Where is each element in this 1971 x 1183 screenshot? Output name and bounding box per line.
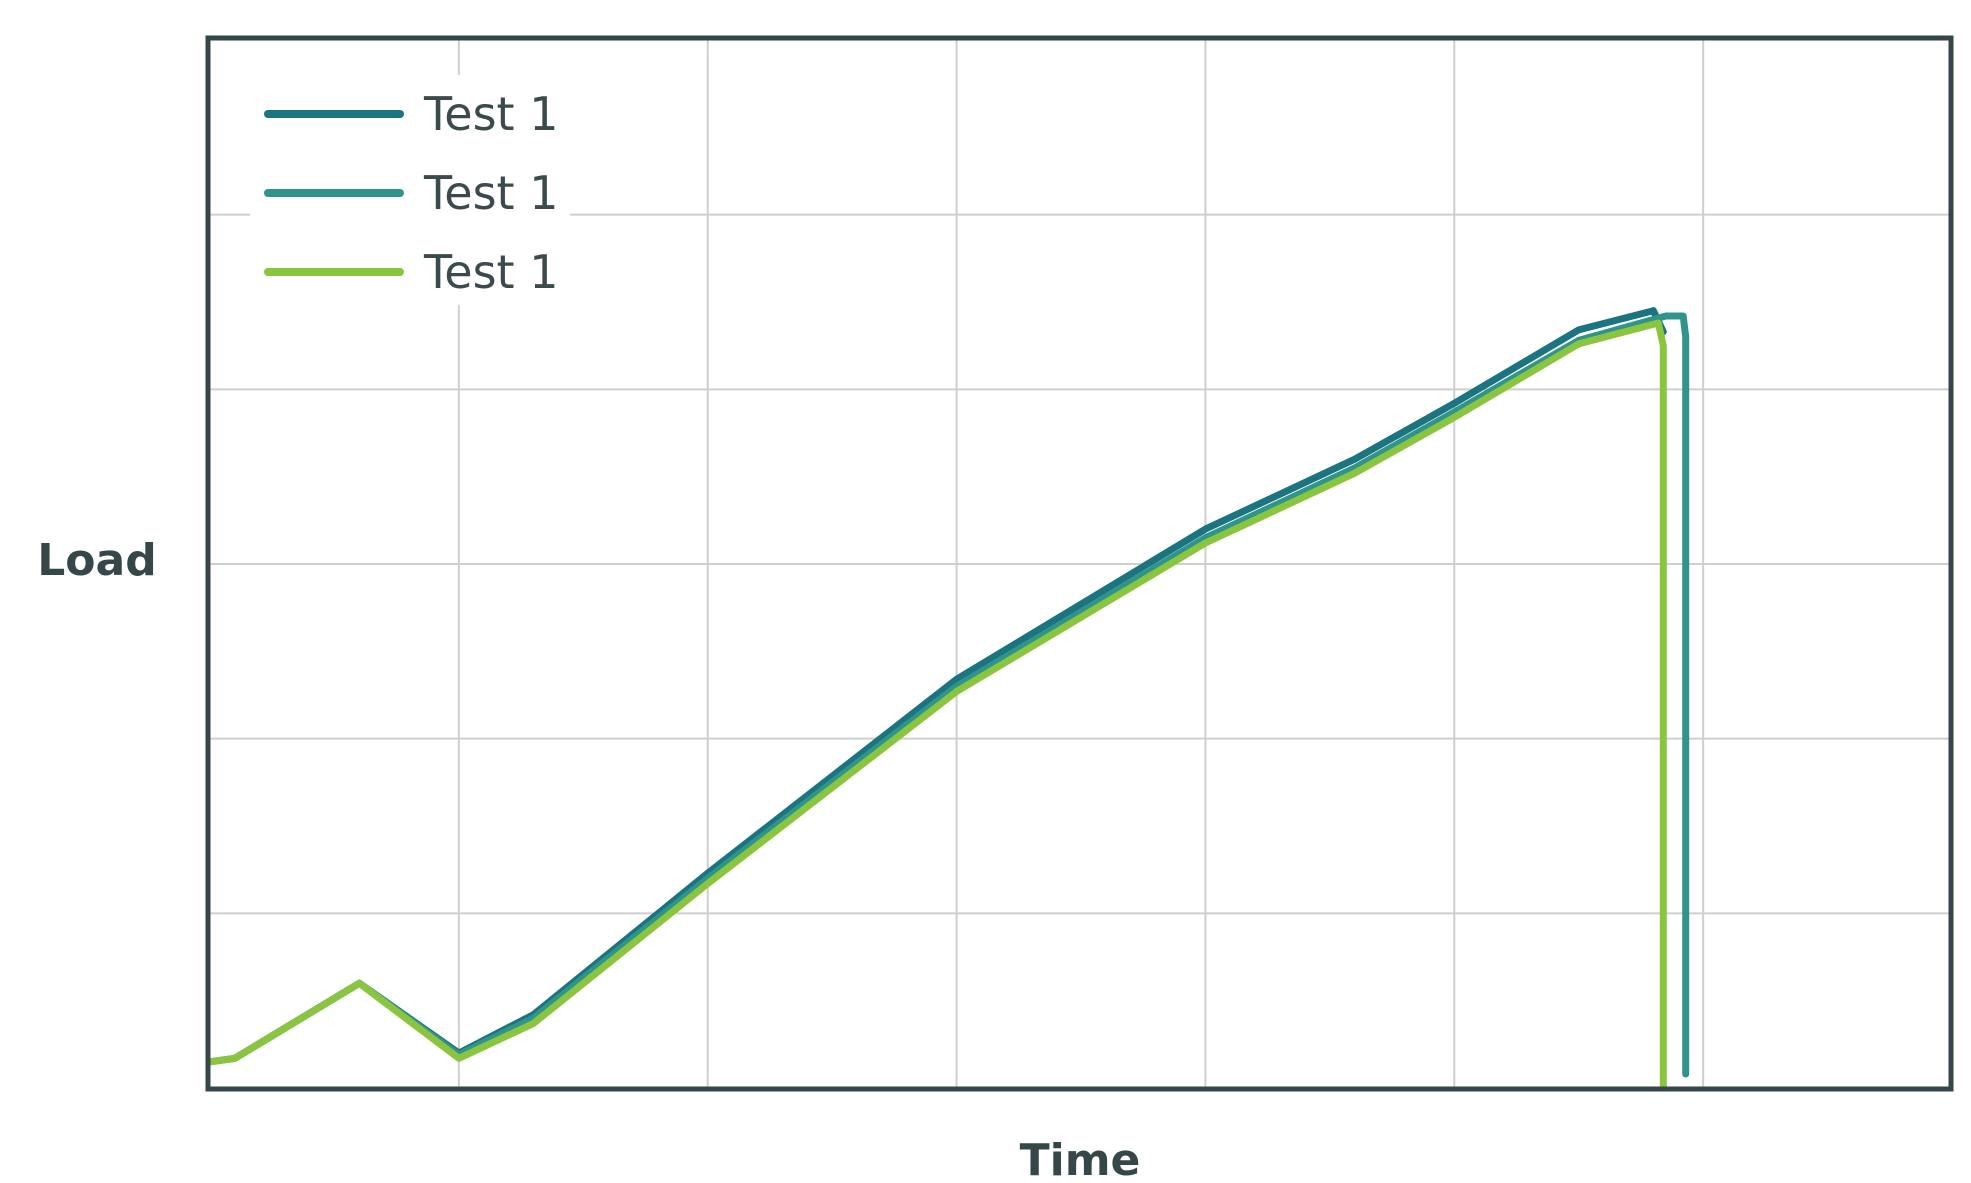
- plot-frame: [205, 35, 1954, 1092]
- legend-label-3: Test 1: [423, 245, 558, 299]
- legend: Test 1 Test 1 Test 1: [250, 75, 570, 305]
- series-layer: [206, 307, 1690, 1092]
- x-axis-label: Time: [1020, 1135, 1141, 1183]
- y-axis-label: Load: [37, 535, 156, 586]
- legend-label-1: Test 1: [423, 87, 558, 141]
- series-line-3: [206, 319, 1667, 1092]
- legend-label-2: Test 1: [423, 166, 558, 220]
